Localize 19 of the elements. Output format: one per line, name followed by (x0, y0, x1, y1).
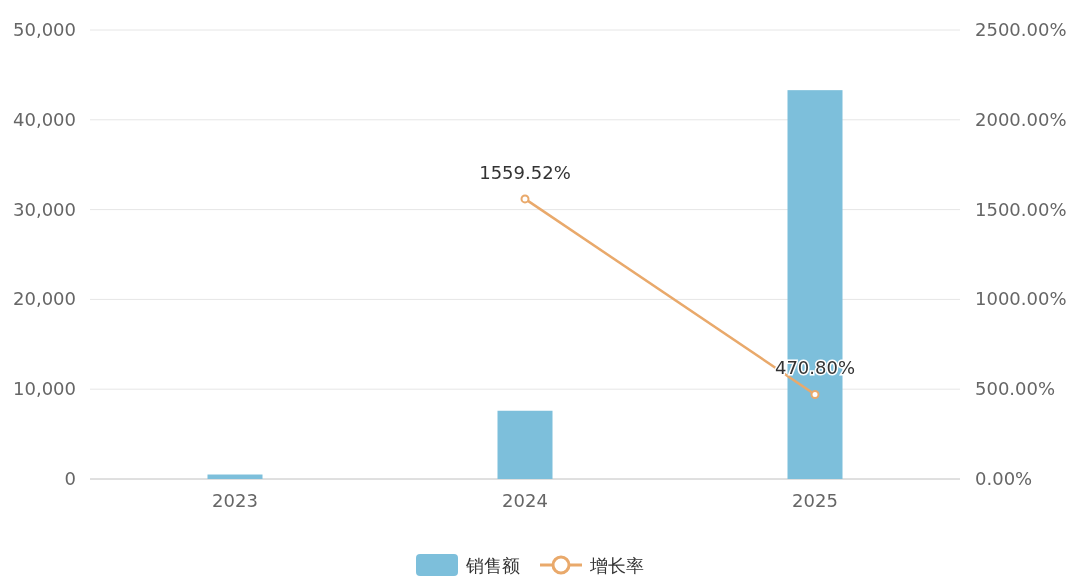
y-tick-label: 50,000 (13, 19, 76, 40)
data-label: 1559.52% (479, 161, 571, 183)
y-tick-label: 30,000 (13, 198, 76, 220)
x-tick-label: 2025 (792, 490, 838, 511)
y2-tick-label: 1000.00% (975, 288, 1067, 310)
legend-label: 销售额 (465, 555, 520, 576)
x-tick-label: 2024 (502, 490, 548, 511)
y2-tick-label: 500.00% (975, 378, 1056, 400)
y2-tick-label: 1500.00% (975, 198, 1067, 220)
y-tick-label: 0 (64, 468, 76, 489)
y-tick-label: 10,000 (13, 378, 76, 400)
y-tick-label: 40,000 (13, 108, 76, 130)
y2-tick-label: 2500.00% (975, 19, 1067, 40)
legend-label: 增长率 (589, 555, 644, 576)
x-tick-label: 2023 (212, 490, 258, 511)
y-tick-label: 20,000 (13, 288, 76, 310)
y2-tick-label: 2000.00% (975, 108, 1067, 130)
y2-tick-label: 0.00% (975, 468, 1033, 489)
bar (497, 410, 553, 479)
